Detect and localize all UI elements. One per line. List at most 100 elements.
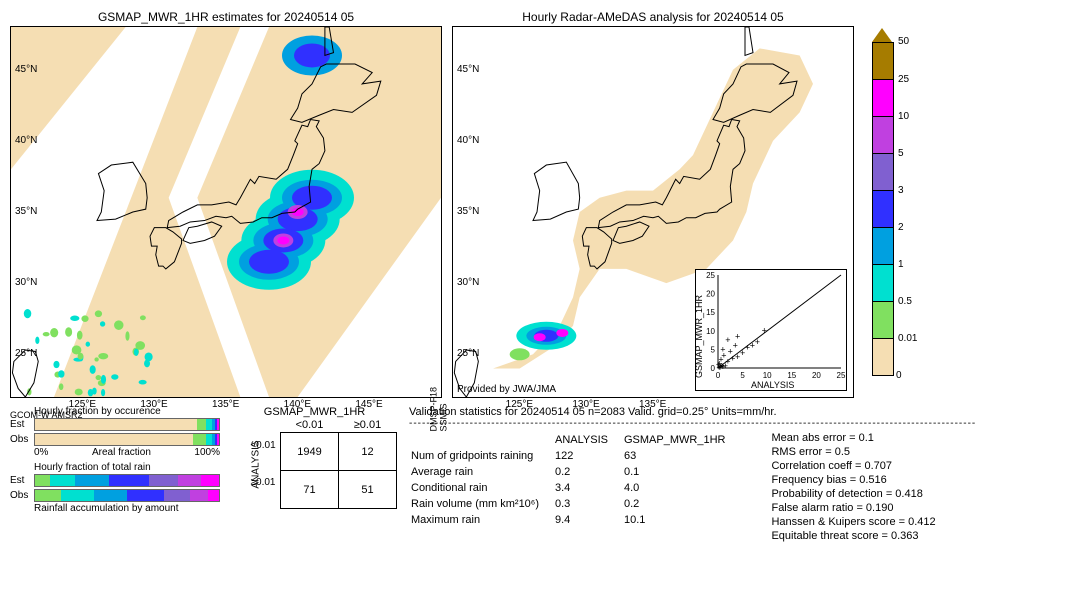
fraction-segment: [94, 490, 127, 501]
fraction-segment: [75, 475, 108, 486]
fraction-segment: [149, 475, 178, 486]
validation-cell: 122: [555, 449, 622, 463]
radar-map: 125°E130°E135°E25°N30°N35°N40°N45°NProvi…: [452, 26, 854, 398]
validation-cell: 63: [624, 449, 739, 463]
validation-cell: 9.4: [555, 513, 622, 527]
lat-tick: 35°N: [15, 206, 37, 217]
fraction-segment: [127, 490, 164, 501]
gsmap-title: GSMAP_MWR_1HR estimates for 20240514 05: [10, 10, 442, 24]
lat-tick: 30°N: [15, 277, 37, 288]
fraction-segment: [35, 419, 197, 430]
fraction-segment: [217, 419, 219, 430]
lon-tick: 130°E: [572, 399, 599, 410]
dashed-line: ----------------------------------------…: [409, 418, 1070, 429]
svg-text:+: +: [733, 341, 738, 351]
svg-text:15: 15: [787, 371, 796, 380]
lat-tick: 30°N: [457, 277, 479, 288]
fraction-bars: Hourly fraction by occurence EstObs 0% A…: [10, 406, 220, 543]
validation-stats: Validation statistics for 20240514 05 n=…: [409, 406, 1070, 543]
colorbar-tick: 1: [898, 259, 904, 270]
validation-metric: Probability of detection = 0.418: [771, 487, 935, 501]
lat-tick: 40°N: [15, 135, 37, 146]
fraction-segment: [50, 475, 76, 486]
svg-text:+: +: [735, 331, 740, 341]
colorbar-tick: 50: [898, 36, 909, 47]
colorbar-tick: 10: [898, 111, 909, 122]
ct-col-h1: ≥0.01: [339, 418, 397, 433]
svg-text:+: +: [716, 360, 721, 370]
colorbar-swatch: [872, 80, 894, 117]
axis-100: 100%: [194, 447, 220, 458]
scatter-ylabel: GSMAP_MWR_1HR: [694, 295, 704, 378]
lat-tick: 40°N: [457, 135, 479, 146]
validation-cell: Maximum rain: [411, 513, 553, 527]
fraction-segment: [109, 475, 149, 486]
fraction-row-label: Est: [10, 419, 34, 430]
fraction-bar-row: Est: [10, 473, 220, 488]
fraction-title-2: Hourly fraction of total rain: [34, 462, 220, 473]
axis-0: 0%: [34, 447, 48, 458]
colorbar-swatch: [872, 42, 894, 80]
validation-cell: 0.1: [624, 465, 739, 479]
colorbar-tick: 3: [898, 185, 904, 196]
validation-metric: Equitable threat score = 0.363: [771, 529, 935, 543]
lon-tick: 125°E: [506, 399, 533, 410]
fraction-segment: [164, 490, 190, 501]
fraction-segment: [217, 434, 219, 445]
colorbar-swatch: [872, 191, 894, 228]
colorbar-tick: 0.01: [898, 333, 917, 344]
colorbar-over-icon: [872, 28, 892, 42]
scatter-xlabel: ANALYSIS: [751, 380, 794, 390]
fraction-segment: [190, 490, 208, 501]
vcol-b: GSMAP_MWR_1HR: [624, 433, 739, 447]
lat-tick: 25°N: [15, 348, 37, 359]
validation-cell: Conditional rain: [411, 481, 553, 495]
colorbar-tick: 25: [898, 74, 909, 85]
svg-text:5: 5: [740, 371, 745, 380]
svg-text:20: 20: [706, 290, 715, 299]
colorbar-swatch: [872, 265, 894, 302]
validation-cell: Num of gridpoints raining: [411, 449, 553, 463]
lat-tick: 45°N: [457, 64, 479, 75]
lon-tick: 125°E: [69, 399, 96, 410]
validation-right: Mean abs error = 0.1RMS error = 0.5Corre…: [771, 431, 935, 543]
svg-text:10: 10: [706, 327, 715, 336]
lon-tick: 145°E: [355, 399, 382, 410]
colorbar-swatch: [872, 154, 894, 191]
svg-text:0: 0: [711, 364, 716, 373]
validation-left: ANALYSIS GSMAP_MWR_1HR Num of gridpoints…: [409, 431, 741, 543]
lat-tick: 45°N: [15, 64, 37, 75]
radar-panel: Hourly Radar-AMeDAS analysis for 2024051…: [452, 10, 854, 398]
fraction-bar-row: Obs: [10, 432, 220, 447]
svg-text:25: 25: [706, 271, 715, 280]
fraction-segment: [201, 475, 219, 486]
svg-text:+: +: [725, 335, 730, 345]
ct-c00: 1949: [281, 433, 339, 471]
gsmap-br-note: DMSP-F18 SSMIS: [429, 387, 449, 432]
fraction-row-label: Obs: [10, 490, 34, 501]
validation-metric: Frequency bias = 0.516: [771, 473, 935, 487]
fraction-row-label: Est: [10, 475, 34, 486]
colorbar-swatch: [872, 117, 894, 154]
validation-cell: 3.4: [555, 481, 622, 495]
ct-row-title: ANALYSIS: [251, 440, 262, 488]
svg-text:5: 5: [711, 345, 716, 354]
axis-label: Areal fraction: [92, 447, 151, 458]
validation-cell: 0.2: [624, 497, 739, 511]
fraction-row-label: Obs: [10, 434, 34, 445]
svg-text:10: 10: [763, 371, 772, 380]
lat-tick: 25°N: [457, 348, 479, 359]
fraction-segment: [197, 419, 206, 430]
svg-text:+: +: [721, 350, 726, 360]
svg-text:15: 15: [706, 308, 715, 317]
validation-metric: Correlation coeff = 0.707: [771, 459, 935, 473]
fraction-segment: [61, 490, 94, 501]
validation-metric: Hanssen & Kuipers score = 0.412: [771, 515, 935, 529]
lon-tick: 135°E: [212, 399, 239, 410]
lon-tick: 135°E: [639, 399, 666, 410]
colorbar-tick: 0.5: [898, 296, 912, 307]
validation-cell: Rain volume (mm km²10⁶): [411, 497, 553, 511]
lon-tick: 130°E: [140, 399, 167, 410]
validation-cell: 10.1: [624, 513, 739, 527]
validation-metric: RMS error = 0.5: [771, 445, 935, 459]
